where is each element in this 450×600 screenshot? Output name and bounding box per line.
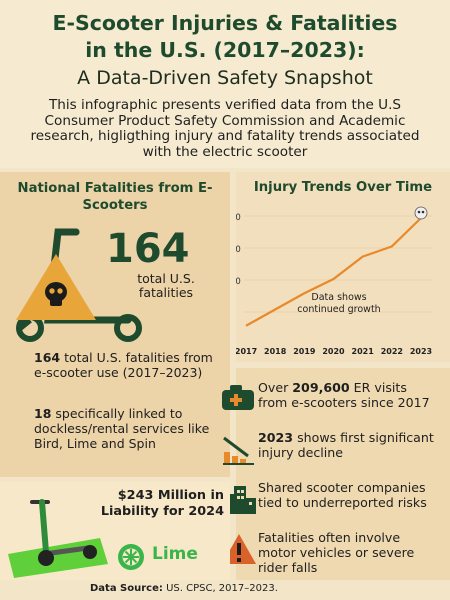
warning-icon	[222, 534, 256, 564]
liability-panel: $243 Million in Liability for 2024 Lime	[0, 482, 230, 580]
stat-er-visits: Over 209,600 ER visits from e-scooters s…	[222, 376, 450, 424]
y-tick-label: 60	[236, 213, 241, 223]
skull-eye	[421, 210, 425, 214]
data-source-label: Data Source:	[90, 583, 163, 594]
fact-total-fatalities: 164 total U.S. fatalities from e-scooter…	[34, 350, 224, 380]
chart-annotation-line1: Data shows	[311, 292, 366, 303]
injury-trend-chart: 02040602017201820192020202120222023Data …	[236, 206, 432, 356]
intro-text: This infographic presents verified data …	[30, 97, 420, 160]
fact-rental-fatalities: 18 specifically linked to dockless/renta…	[34, 406, 224, 451]
liability-text: $243 Million in Liability for 2024	[100, 488, 224, 519]
fatalities-title: National Fatalities from E-Scooters	[17, 181, 213, 213]
x-tick-label: 2018	[264, 347, 287, 356]
y-tick-label: 20	[236, 277, 241, 287]
fatality-count: 164	[106, 226, 190, 272]
stat-fatality-causes: Fatalities often involve motor vehicles …	[222, 526, 450, 575]
title-line-1: E-Scooter Injuries & Fatalities	[52, 11, 398, 35]
fact1-text: total U.S. fatalities from e-scooter use…	[34, 350, 213, 380]
x-tick-label: 2022	[381, 347, 403, 356]
footer: Data Source: US. CPSC, 2017–2023.	[0, 580, 450, 600]
scooter-image	[8, 499, 108, 578]
skull-marker-icon	[414, 206, 428, 220]
stat-er-number: 209,600	[292, 380, 350, 395]
data-source: Data Source: US. CPSC, 2017–2023.	[90, 583, 278, 594]
stat-decline: 2023 shows first significant injury decl…	[223, 426, 450, 474]
stat-decline-year: 2023	[258, 430, 294, 445]
data-source-value: US. CPSC, 2017–2023.	[166, 583, 278, 594]
x-tick-label: 2019	[293, 347, 316, 356]
header: E-Scooter Injuries & Fatalities in the U…	[0, 0, 450, 168]
stat-causes-text: Fatalities often involve motor vehicles …	[258, 530, 415, 575]
stat-companies-text: Shared scooter companies tied to underre…	[258, 480, 427, 510]
x-tick-label: 2020	[322, 347, 345, 356]
fact2-number: 18	[34, 406, 52, 421]
x-tick-label: 2017	[236, 347, 257, 356]
chart-title: Injury Trends Over Time	[253, 180, 433, 195]
title-line-2: in the U.S. (2017–2023):	[85, 38, 365, 62]
subtitle: A Data-Driven Safety Snapshot	[77, 67, 373, 89]
x-tick-label: 2021	[352, 347, 375, 356]
fatality-count-label: total U.S. fatalities	[137, 271, 195, 300]
x-tick-label: 2023	[410, 347, 432, 356]
fact1-number: 164	[34, 350, 61, 365]
skull-eye	[417, 210, 421, 214]
y-tick-label: 40	[236, 245, 241, 255]
stat-er-text: Over 209,600 ER visits from e-scooters s…	[258, 380, 440, 410]
fact2-text: specifically linked to dockless/rental s…	[34, 406, 210, 451]
injury-trend-panel: Injury Trends Over Time 0204060201720182…	[236, 172, 450, 362]
stat-er-post: ER visits from e-scooters since 2017	[258, 380, 430, 410]
chart-annotation-line2: continued growth	[297, 304, 380, 315]
scooter-skull-icon	[16, 228, 142, 342]
ambulance-icon	[222, 385, 254, 410]
stat-companies: Shared scooter companies tied to underre…	[222, 476, 450, 524]
declining-chart-icon	[223, 436, 254, 465]
stats-panel: Over 209,600 ER visits from e-scooters s…	[222, 368, 450, 580]
lime-logo-icon	[118, 544, 144, 570]
stat-decline-post: shows first significant injury decline	[258, 430, 434, 460]
lime-brand-label: Lime	[152, 544, 198, 564]
stat-decline-text: 2023 shows first significant injury decl…	[258, 430, 440, 460]
fatalities-panel: National Fatalities from E-Scooters 164 …	[0, 172, 230, 477]
stat-er-pre: Over	[258, 380, 293, 395]
